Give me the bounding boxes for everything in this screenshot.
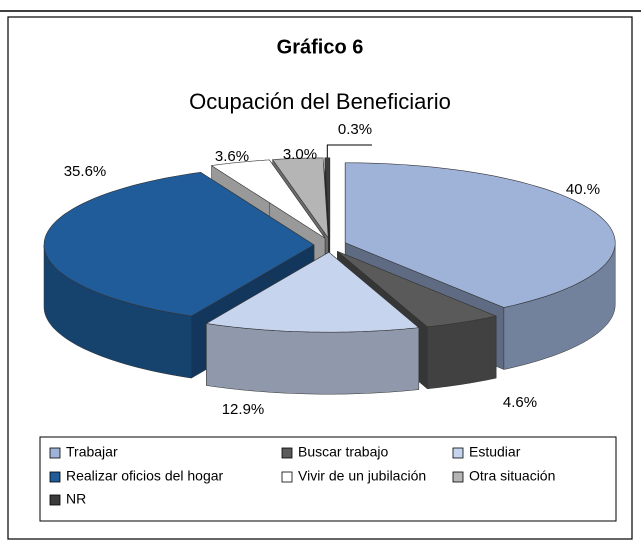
data-label: 40.% [566,181,600,198]
legend-label: Buscar trabajo [298,444,388,460]
legend-label: Realizar oficios del hogar [66,468,224,484]
legend-swatch [49,447,61,459]
slice-side [206,323,420,395]
data-label: 12.9% [222,401,265,418]
legend-swatch [281,471,293,483]
chart-title: Gráfico 6 [277,36,364,58]
chart-subtitle: Ocupación del Beneficiario [189,89,451,114]
data-label: 0.3% [338,121,372,138]
legend-swatch [452,447,464,459]
legend-swatch [281,447,293,459]
legend-swatch [49,494,61,506]
legend-label: Otra situación [469,468,555,484]
legend-swatch [452,471,464,483]
legend-label: Trabajar [66,444,118,460]
data-label: 35.6% [64,163,107,180]
slice [43,171,315,317]
slice [210,159,326,239]
data-label: 3.0% [283,146,317,163]
slice [205,251,420,333]
legend-box [39,436,617,522]
legend-swatch [49,471,61,483]
slice [337,251,498,328]
legend-label: NR [66,491,86,507]
slice [344,162,616,308]
slice [272,157,329,239]
pie-tops [43,157,616,333]
legend-label: Estudiar [469,444,521,460]
slice-side [427,315,497,390]
leader-line [326,144,372,158]
data-label: 4.6% [503,394,537,411]
pie [43,157,616,395]
legend-label: Vivir de un jubilación [298,468,426,484]
data-label: 3.6% [215,148,249,165]
